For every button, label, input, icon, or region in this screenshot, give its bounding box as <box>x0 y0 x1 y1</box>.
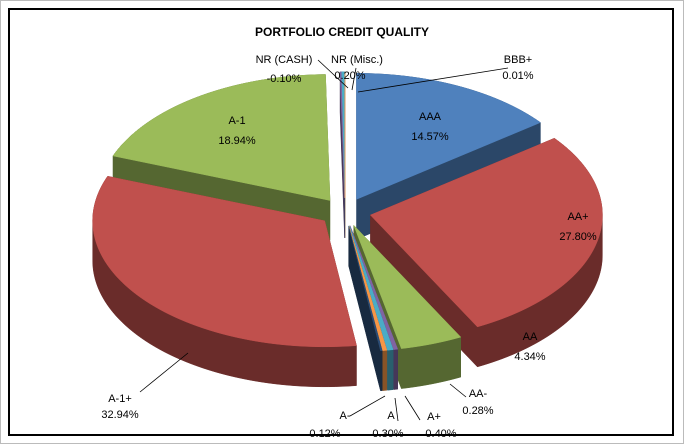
leader-line <box>351 67 357 91</box>
leader-line <box>317 59 349 89</box>
slice <box>92 175 357 348</box>
slice-label: AAA <box>419 111 442 123</box>
slice-label: A- <box>340 410 351 422</box>
slice <box>356 73 541 200</box>
value-label: 32.94% <box>101 409 139 421</box>
value-label: 0.30% <box>372 428 403 440</box>
pie-tops <box>92 71 603 352</box>
slice <box>369 137 603 328</box>
leader-line <box>139 352 189 393</box>
value-label: 18.94% <box>218 135 256 147</box>
slice <box>349 225 394 351</box>
leader-line <box>394 397 399 422</box>
leader-line <box>449 383 467 398</box>
leader-line <box>357 67 509 93</box>
value-label: 27.80% <box>559 231 597 243</box>
value-label: 0.40% <box>425 428 456 440</box>
value-label: 0.12% <box>309 428 340 440</box>
value-label: 0.01% <box>502 70 533 82</box>
value-label: 0.28% <box>462 405 493 417</box>
slice <box>348 225 383 352</box>
slice <box>348 225 388 351</box>
slice-label: AA- <box>469 388 488 400</box>
slice-label: NR (CASH) <box>256 54 313 66</box>
slice-label: BBB+ <box>504 54 532 66</box>
slice-label: NR (Misc.) <box>331 54 383 66</box>
slice <box>112 74 331 201</box>
leader-line <box>349 395 386 417</box>
slice-label: A-1+ <box>108 393 132 405</box>
slice <box>353 225 462 349</box>
slice-label: A+ <box>427 411 441 423</box>
leader-line <box>404 395 421 421</box>
value-label: 4.34% <box>514 351 545 363</box>
slice-label: A <box>387 410 395 422</box>
value-label: 14.57% <box>411 131 449 143</box>
value-label: -0.10% <box>267 73 302 85</box>
slice-label: AA <box>523 331 538 343</box>
slice <box>349 225 399 350</box>
chart-frame <box>8 8 674 436</box>
slice-label: AA+ <box>567 211 588 223</box>
value-label: 0.20% <box>334 70 365 82</box>
chart-title: PORTFOLIO CREDIT QUALITY <box>255 25 429 39</box>
slice-label: A-1 <box>228 115 245 127</box>
